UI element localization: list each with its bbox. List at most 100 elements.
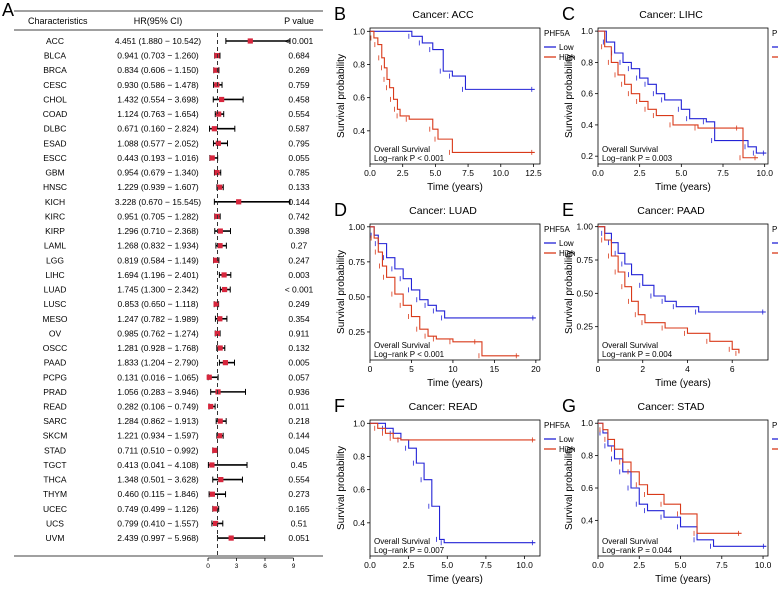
hr-point — [213, 257, 219, 263]
km-curve-high — [598, 226, 740, 354]
row-hr-ci: 1.833 (1.204 − 2.790) — [117, 358, 199, 368]
legend-label: Low — [559, 435, 574, 444]
km-panel-b: B Cancer: ACC 0.4 0.6 0.8 1.0 0.0 2.5 5.0 7.5 10.0… — [334, 4, 575, 193]
row-p-value: 0.011 — [289, 402, 310, 412]
x-tick-label: 10.0 — [755, 560, 772, 570]
panel-label: G — [562, 396, 576, 416]
survival-note: Overall Survival — [374, 145, 430, 154]
km-title: Cancer: STAD — [638, 401, 705, 413]
y-tick-label: 0.75 — [348, 257, 365, 267]
x-tick-label: 7.5 — [717, 168, 729, 178]
panel-label: E — [562, 200, 574, 220]
legend-title: PHF5A — [544, 29, 570, 38]
hr-point — [228, 535, 234, 541]
legend-title: PHF5A — [544, 225, 570, 234]
row-characteristic: ESAD — [43, 138, 66, 148]
x-tick-label: 5.0 — [441, 560, 453, 570]
legend-label: Low — [559, 43, 574, 52]
y-tick-label: 0.6 — [353, 93, 365, 103]
forest-row: KICH 3.228 (0.670 − 15.545) 0.144 — [45, 197, 310, 207]
row-p-value: 0.554 — [288, 475, 310, 485]
x-tick-label: 5.0 — [675, 168, 687, 178]
plot-frame — [597, 223, 769, 361]
x-axis-label: Time (years) — [427, 378, 483, 389]
legend-title: PHF5A — [772, 225, 778, 234]
row-hr-ci: 0.954 (0.679 − 1.340) — [117, 168, 199, 178]
hr-point — [217, 243, 223, 249]
hr-point — [222, 360, 229, 366]
forest-row: PCPG 0.131 (0.016 − 1.065) 0.057 — [43, 372, 310, 382]
hr-point — [213, 301, 219, 307]
x-tick-label: 10.0 — [516, 560, 533, 570]
x-tick-label: 7.5 — [462, 168, 474, 178]
y-tick-label: 1.00 — [576, 222, 593, 232]
row-p-value: 0.249 — [288, 299, 310, 309]
row-p-value: 0.785 — [288, 168, 310, 178]
survival-note: Overall Survival — [602, 537, 658, 546]
y-tick-label: 0.8 — [353, 451, 365, 461]
row-hr-ci: 0.282 (0.106 − 0.749) — [117, 402, 199, 412]
x-tick-label: 5.0 — [429, 168, 441, 178]
x-tick-label: 7.5 — [716, 560, 728, 570]
legend-title: PHF5A — [772, 421, 778, 430]
x-tick-label: 5 — [409, 364, 414, 374]
logrank-text: Log−rank P = 0.004 — [602, 350, 673, 359]
logrank-text: Log−rank P < 0.001 — [374, 350, 445, 359]
forest-row: LGG 0.819 (0.584 − 1.149) 0.247 — [46, 255, 310, 265]
plot-frame — [597, 27, 769, 165]
y-tick-label: 0.4 — [353, 126, 365, 136]
header-characteristics: Characteristics — [28, 16, 88, 26]
row-characteristic: TGCT — [43, 460, 66, 470]
row-hr-ci: 1.694 (1.196 − 2.401) — [117, 270, 199, 280]
forest-row: PRAD 1.056 (0.283 − 3.946) 0.936 — [43, 387, 310, 397]
hr-point — [215, 140, 221, 146]
row-p-value: 0.911 — [289, 328, 310, 338]
x-axis-label: Time (years) — [427, 182, 483, 193]
row-p-value: 0.27 — [291, 241, 308, 251]
km-panel-d: D Cancer: LUAD 0.25 0.50 0.75 1.00 0 5 10 15 20 Tim… — [334, 200, 575, 389]
y-tick-label: 0.2 — [581, 151, 593, 161]
row-characteristic: LUAD — [44, 285, 67, 295]
row-hr-ci: 0.930 (0.586 − 1.478) — [117, 80, 199, 90]
forest-row: DLBC 0.671 (0.160 − 2.824) 0.587 — [44, 124, 310, 134]
row-hr-ci: 0.799 (0.410 − 1.557) — [117, 518, 199, 528]
row-hr-ci: 0.711 (0.510 − 0.992) — [118, 445, 199, 455]
km-title: Cancer: READ — [409, 401, 478, 413]
y-tick-label: 0.4 — [581, 120, 593, 130]
logrank-text: Log−rank P = 0.007 — [374, 546, 445, 555]
hr-point — [221, 286, 228, 293]
y-tick-label: 1.0 — [581, 26, 593, 36]
y-tick-label: 0.50 — [576, 288, 593, 298]
y-axis-label: Survival probability — [564, 250, 575, 334]
forest-row: PAAD 1.833 (1.204 − 2.790) 0.005 — [44, 358, 310, 368]
panel-label: B — [334, 4, 346, 24]
row-hr-ci: 1.432 (0.554 − 3.698) — [117, 94, 199, 104]
forest-row: ACC 4.451 (1.880 − 10.542) < 0.001 — [46, 36, 314, 46]
row-p-value: 0.051 — [288, 533, 310, 543]
y-tick-label: 0.25 — [576, 322, 593, 332]
hr-point — [209, 155, 215, 161]
row-hr-ci: 0.131 (0.016 − 1.065) — [117, 372, 199, 382]
row-characteristic: UCS — [46, 518, 64, 528]
forest-row: OSCC 1.281 (0.928 − 1.768) 0.132 — [43, 343, 310, 353]
x-tick-label: 0.0 — [364, 168, 376, 178]
y-tick-label: 0.25 — [348, 327, 365, 337]
plot-frame — [369, 27, 541, 165]
x-tick-label: 10 — [448, 364, 458, 374]
row-p-value: 0.759 — [288, 80, 310, 90]
row-p-value: 0.684 — [288, 51, 310, 61]
forest-tick-label: 9 — [292, 563, 296, 570]
forest-tick-label: 0 — [206, 563, 210, 570]
row-p-value: 0.398 — [288, 226, 310, 236]
hr-point — [209, 462, 215, 468]
forest-row: BRCA 0.834 (0.606 − 1.150) 0.269 — [43, 65, 310, 75]
hr-point — [247, 38, 253, 44]
forest-row: LAML 1.268 (0.832 − 1.934) 0.27 — [44, 241, 308, 251]
x-tick-label: 2.5 — [633, 560, 645, 570]
row-p-value: 0.045 — [288, 445, 310, 455]
x-tick-label: 4 — [685, 364, 690, 374]
hr-point — [208, 403, 214, 410]
row-hr-ci: 2.439 (0.997 − 5.968) — [117, 533, 199, 543]
row-characteristic: BRCA — [43, 65, 67, 75]
